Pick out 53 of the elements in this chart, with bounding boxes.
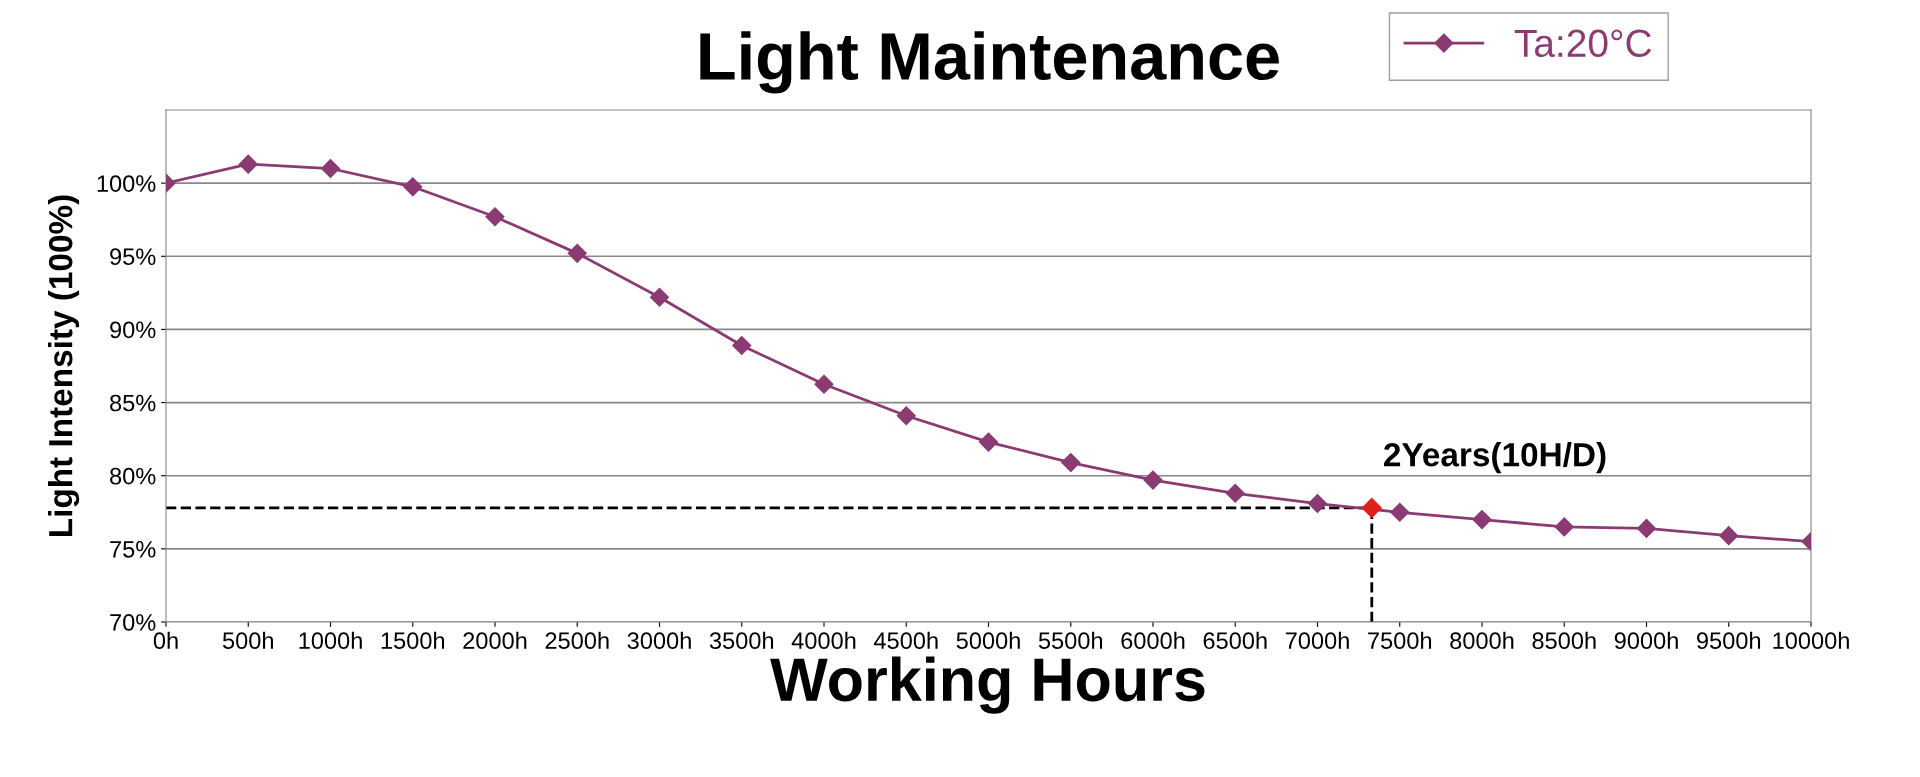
- point: [1061, 453, 1081, 473]
- x-tick-label: 1500h: [381, 631, 445, 650]
- x-tick-label: 2000h: [463, 631, 527, 650]
- point: [649, 287, 670, 307]
- x-tick-label: 500h: [222, 631, 273, 650]
- x-tick-label: 0h: [153, 631, 178, 650]
- y-tick-label: 70%: [110, 614, 156, 631]
- x-tick-label: 8000h: [1450, 631, 1514, 650]
- x-tick-label: 2500h: [545, 631, 609, 650]
- point: [896, 406, 916, 426]
- point: [485, 207, 505, 227]
- point: [403, 177, 423, 197]
- point: [567, 243, 587, 263]
- point: [320, 158, 341, 179]
- point: [1636, 518, 1657, 538]
- point: [814, 374, 834, 394]
- point: [1361, 497, 1382, 518]
- x-tick-label: 7500h: [1368, 631, 1432, 650]
- x-tick-label: 4000h: [791, 631, 856, 650]
- y-tick-label: 100%: [97, 175, 156, 192]
- x-tick-label: 5000h: [956, 631, 1020, 650]
- y-tick-label: 90%: [110, 321, 156, 339]
- point: [1143, 470, 1163, 490]
- point: [1554, 517, 1574, 537]
- x-tick-label: 8500h: [1532, 631, 1596, 650]
- y-tick-label: 95%: [110, 248, 156, 266]
- point: [732, 335, 752, 356]
- point: [1719, 526, 1739, 546]
- x-tick-label: 6000h: [1121, 631, 1185, 650]
- point: [1307, 493, 1328, 514]
- point: [1390, 502, 1410, 522]
- y-tick-label: 75%: [110, 541, 156, 558]
- legend-label: Ta:20°C: [1514, 29, 1652, 58]
- x-tick-label: 9000h: [1614, 631, 1678, 650]
- x-axis-title: Working Hours: [770, 656, 1205, 714]
- x-tick-label: 7000h: [1285, 631, 1349, 650]
- chart-title: Light Maintenance: [700, 31, 1279, 94]
- x-tick-label: 9500h: [1697, 631, 1761, 650]
- x-tick-label: 1000h: [299, 631, 362, 650]
- y-tick-label: 85%: [110, 394, 156, 412]
- point: [1472, 510, 1492, 530]
- y-axis-title: Light Intensity (100%): [48, 195, 80, 536]
- y-tick-label: 80%: [110, 467, 156, 485]
- x-tick-label: 10000h: [1773, 631, 1849, 650]
- x-tick-label: 3000h: [627, 631, 691, 650]
- point: [238, 154, 258, 174]
- x-tick-label: 3500h: [709, 631, 774, 650]
- x-tick-label: 6500h: [1203, 631, 1267, 650]
- point: [1225, 483, 1245, 503]
- point: [978, 432, 999, 452]
- annotation: 2Years(10H/D): [1384, 442, 1606, 474]
- x-tick-label: 4500h: [873, 631, 938, 650]
- x-tick-label: 5500h: [1038, 631, 1103, 650]
